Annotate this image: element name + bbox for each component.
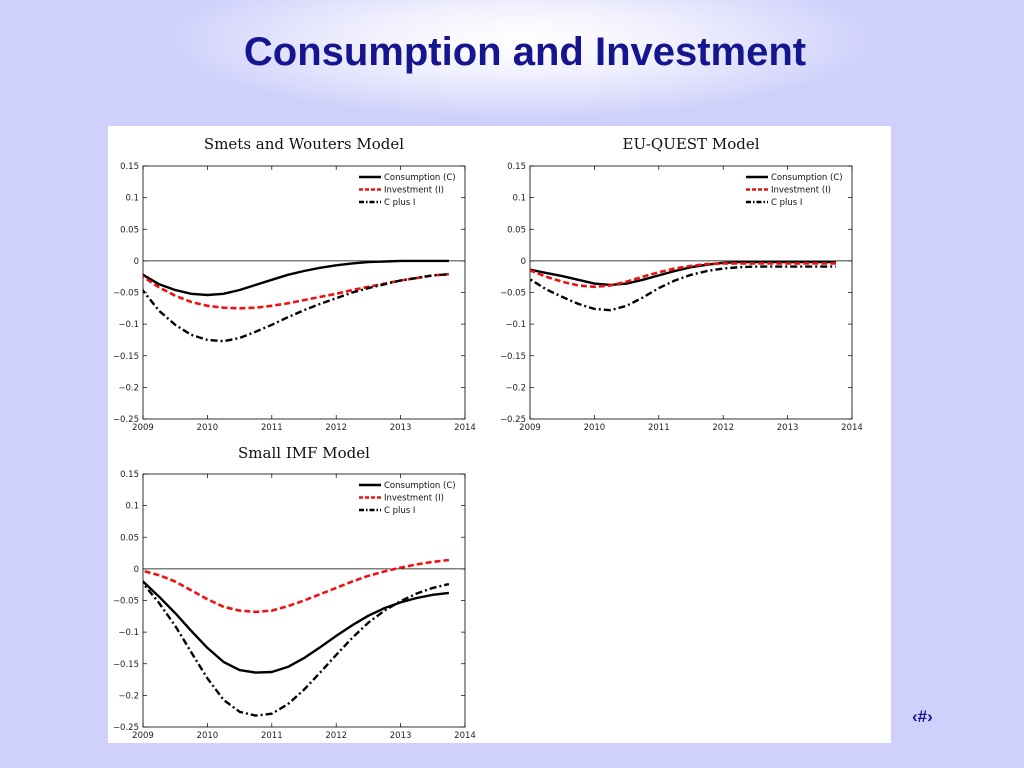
x-tick-label: 2009 — [132, 423, 154, 433]
x-tick-label: 2013 — [390, 731, 412, 741]
x-tick-label: 2012 — [325, 423, 347, 433]
series-line-2 — [143, 558, 450, 614]
series-line-3 — [143, 581, 450, 717]
legend-label: Investment (I) — [384, 494, 444, 504]
charts-svg: Smets and Wouters Model 0.15 0.1 0.05 0 −0.05… — [113, 135, 863, 741]
y-tick-label: −0.1 — [118, 320, 139, 330]
y-tick-label: 0.1 — [125, 502, 139, 512]
chart-title: Small IMF Model — [238, 444, 370, 462]
x-tick-label: 2014 — [841, 423, 863, 433]
y-tick-label: −0.2 — [118, 691, 139, 701]
y-tick-label: −0.25 — [113, 723, 139, 733]
y-tick-label: −0.05 — [113, 597, 139, 607]
x-tick-label: 2009 — [132, 731, 154, 741]
figure-panel: Smets and Wouters Model 0.15 0.1 0.05 0 −0.05… — [108, 126, 891, 743]
legend-label: C plus I — [771, 198, 802, 208]
y-tick-label: 0 — [134, 565, 139, 575]
x-tick-label: 2012 — [325, 731, 347, 741]
y-tick-label: −0.05 — [113, 289, 139, 299]
plot-frame — [529, 165, 853, 420]
y-tick-label: 0.1 — [512, 194, 526, 204]
y-tick-label: −0.15 — [113, 352, 139, 362]
legend-label: Consumption (C) — [384, 481, 456, 491]
y-tick-label: −0.15 — [500, 352, 526, 362]
chart-2: EU-QUEST Model 0.15 0.1 0.05 0 −0.05 −0.1 −0.15… — [500, 135, 863, 433]
y-tick-label: −0.25 — [500, 415, 526, 425]
x-tick-label: 2014 — [454, 731, 476, 741]
series-line-1 — [143, 579, 450, 674]
series-line-1 — [143, 259, 449, 297]
x-tick-label: 2012 — [712, 423, 734, 433]
y-tick-label: 0.15 — [120, 162, 139, 172]
x-tick-label: 2011 — [261, 731, 283, 741]
y-tick-label: −0.05 — [500, 289, 526, 299]
series-line-3 — [530, 265, 836, 312]
y-tick-label: 0.05 — [120, 533, 139, 543]
x-tick-label: 2013 — [777, 423, 799, 433]
x-tick-label: 2013 — [390, 423, 412, 433]
chart-title: EU-QUEST Model — [623, 135, 760, 153]
page-number: ‹#› — [912, 707, 933, 726]
y-tick-label: 0.15 — [120, 470, 139, 480]
y-tick-label: −0.1 — [118, 628, 139, 638]
legend-label: Consumption (C) — [771, 173, 843, 183]
legend-label: C plus I — [384, 198, 415, 208]
series-line-3 — [143, 273, 449, 343]
x-tick-label: 2010 — [197, 731, 219, 741]
y-tick-label: −0.15 — [113, 660, 139, 670]
y-tick-label: −0.2 — [505, 383, 526, 393]
chart-1: Smets and Wouters Model 0.15 0.1 0.05 0 −0.05… — [113, 135, 476, 433]
slide-title: Consumption and Investment — [243, 30, 807, 74]
legend-label: Consumption (C) — [384, 173, 456, 183]
y-tick-label: 0.05 — [120, 225, 139, 235]
x-tick-label: 2011 — [261, 423, 283, 433]
series-line-2 — [530, 262, 836, 289]
x-tick-label: 2010 — [197, 423, 219, 433]
y-tick-label: −0.25 — [113, 415, 139, 425]
x-tick-label: 2010 — [584, 423, 606, 433]
x-tick-label: 2011 — [648, 423, 670, 433]
y-tick-label: 0.15 — [507, 162, 526, 172]
legend-label: Investment (I) — [384, 186, 444, 196]
x-tick-label: 2009 — [519, 423, 541, 433]
legend-label: C plus I — [384, 506, 415, 516]
y-tick-label: −0.1 — [505, 320, 526, 330]
x-tick-label: 2014 — [454, 423, 476, 433]
plot-frame — [142, 165, 466, 420]
y-tick-label: 0.05 — [507, 225, 526, 235]
series-line-2 — [143, 272, 449, 310]
chart-title: Smets and Wouters Model — [204, 135, 404, 153]
y-tick-label: 0 — [521, 257, 526, 267]
y-tick-label: −0.2 — [118, 383, 139, 393]
chart-3: Small IMF Model 0.15 0.1 0.05 0 −0.05 −0.1 −0.1… — [113, 444, 476, 741]
y-tick-label: 0 — [134, 257, 139, 267]
legend-label: Investment (I) — [771, 186, 831, 196]
y-tick-label: 0.1 — [125, 194, 139, 204]
title-glow — [0, 0, 1024, 130]
